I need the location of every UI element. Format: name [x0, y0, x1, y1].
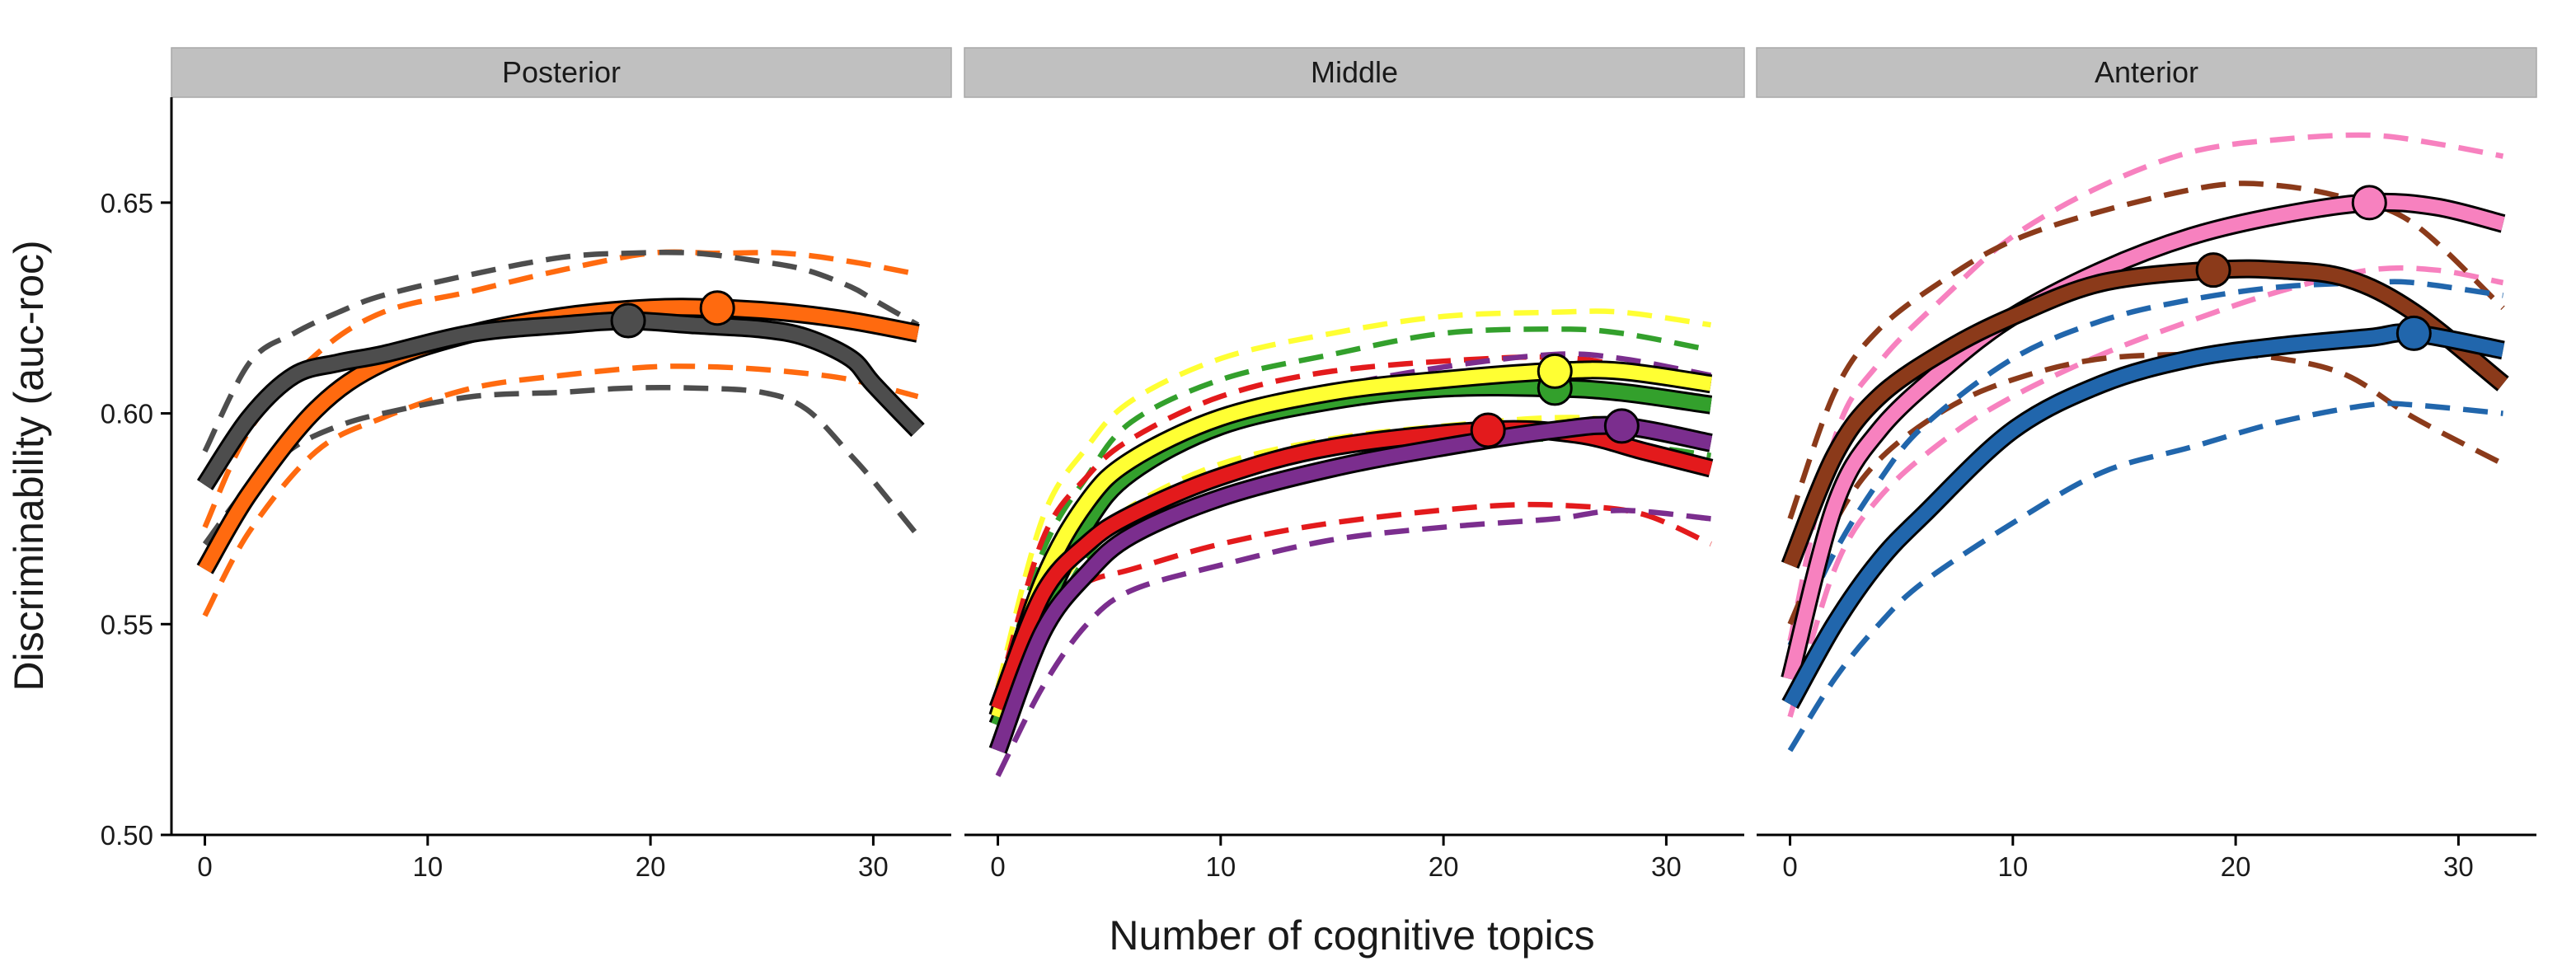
- x-axis-title: Number of cognitive topics: [1109, 912, 1594, 959]
- series-dark-gray-upper-bound-line: [202, 249, 920, 453]
- y-tick-label: 0.55: [101, 609, 153, 640]
- x-tick-label: 30: [2443, 851, 2474, 882]
- facet-strip: [171, 47, 952, 98]
- y-tick-label: 0.50: [101, 820, 153, 851]
- x-tick-label: 30: [858, 851, 889, 882]
- facet-strip: [1756, 47, 2537, 98]
- y-tick-label: 0.60: [101, 399, 153, 429]
- y-axis-title: Discriminability (auc-roc): [6, 240, 52, 691]
- series-yellow-upper-bound-line: [995, 308, 1711, 688]
- x-tick-label: 20: [1429, 851, 1459, 882]
- series-yellow-peak-point: [1537, 353, 1573, 389]
- series-dark-gray-lower-bound-line: [202, 384, 921, 546]
- series-purple-lower-bound-line: [995, 507, 1711, 777]
- x-tick-label: 30: [1651, 851, 1682, 882]
- series-dark-gray-mean-line: [199, 313, 923, 490]
- series-orange-upper-bound-line: [202, 249, 919, 529]
- series-pink-peak-point: [2351, 185, 2387, 221]
- x-tick-label: 0: [1782, 851, 1797, 882]
- series-purple-mean-line: [991, 418, 1713, 753]
- y-tick-label: 0.65: [101, 188, 153, 218]
- facet-strip: [964, 47, 1745, 98]
- x-tick-label: 10: [412, 851, 443, 882]
- panel-anterior: Anterior 0 10 20 30: [1756, 47, 2537, 882]
- series-pink-upper-bound-line: [1787, 132, 2504, 642]
- series-brown-mean-line: [1783, 261, 2508, 568]
- series-blue-lower-bound-line: [1787, 401, 2503, 752]
- panels-layer: Posterior 0 10 20 30 Middle 0 10 20 30 Anterior 0 10…: [171, 47, 2537, 882]
- facet-strip-label: Posterior: [502, 55, 621, 89]
- x-tick-label: 0: [990, 851, 1005, 882]
- series-yellow-mean-line: [991, 363, 1712, 720]
- series-blue-peak-point: [2395, 315, 2432, 351]
- series-red-mean-line: [991, 422, 1713, 711]
- x-tick-label: 10: [1997, 851, 2028, 882]
- series-red-peak-point: [1470, 412, 1506, 448]
- series-brown-lower-bound-line: [1787, 351, 2504, 626]
- series-purple-peak-point: [1603, 408, 1640, 444]
- x-tick-label: 20: [636, 851, 666, 882]
- facet-strip-label: Anterior: [2095, 55, 2198, 89]
- panel-middle: Middle 0 10 20 30: [964, 47, 1745, 882]
- axes-layer: 0.50 0.55 0.60 0.65: [101, 97, 173, 851]
- x-tick-label: 20: [2221, 851, 2251, 882]
- facet-strip-label: Middle: [1311, 55, 1398, 89]
- x-tick-label: 10: [1205, 851, 1236, 882]
- series-brown-upper-bound-line: [1787, 180, 2505, 520]
- series-blue-mean-line: [1784, 326, 2505, 708]
- series-brown-peak-point: [2195, 252, 2231, 288]
- panel-posterior: Posterior 0 10 20 30: [171, 47, 952, 882]
- series-dark-gray-peak-point: [610, 302, 646, 339]
- series-orange-peak-point: [699, 290, 735, 326]
- x-tick-label: 0: [197, 851, 212, 882]
- series-orange-lower-bound-line: [202, 363, 919, 617]
- series-green-upper-bound-line: [995, 326, 1712, 701]
